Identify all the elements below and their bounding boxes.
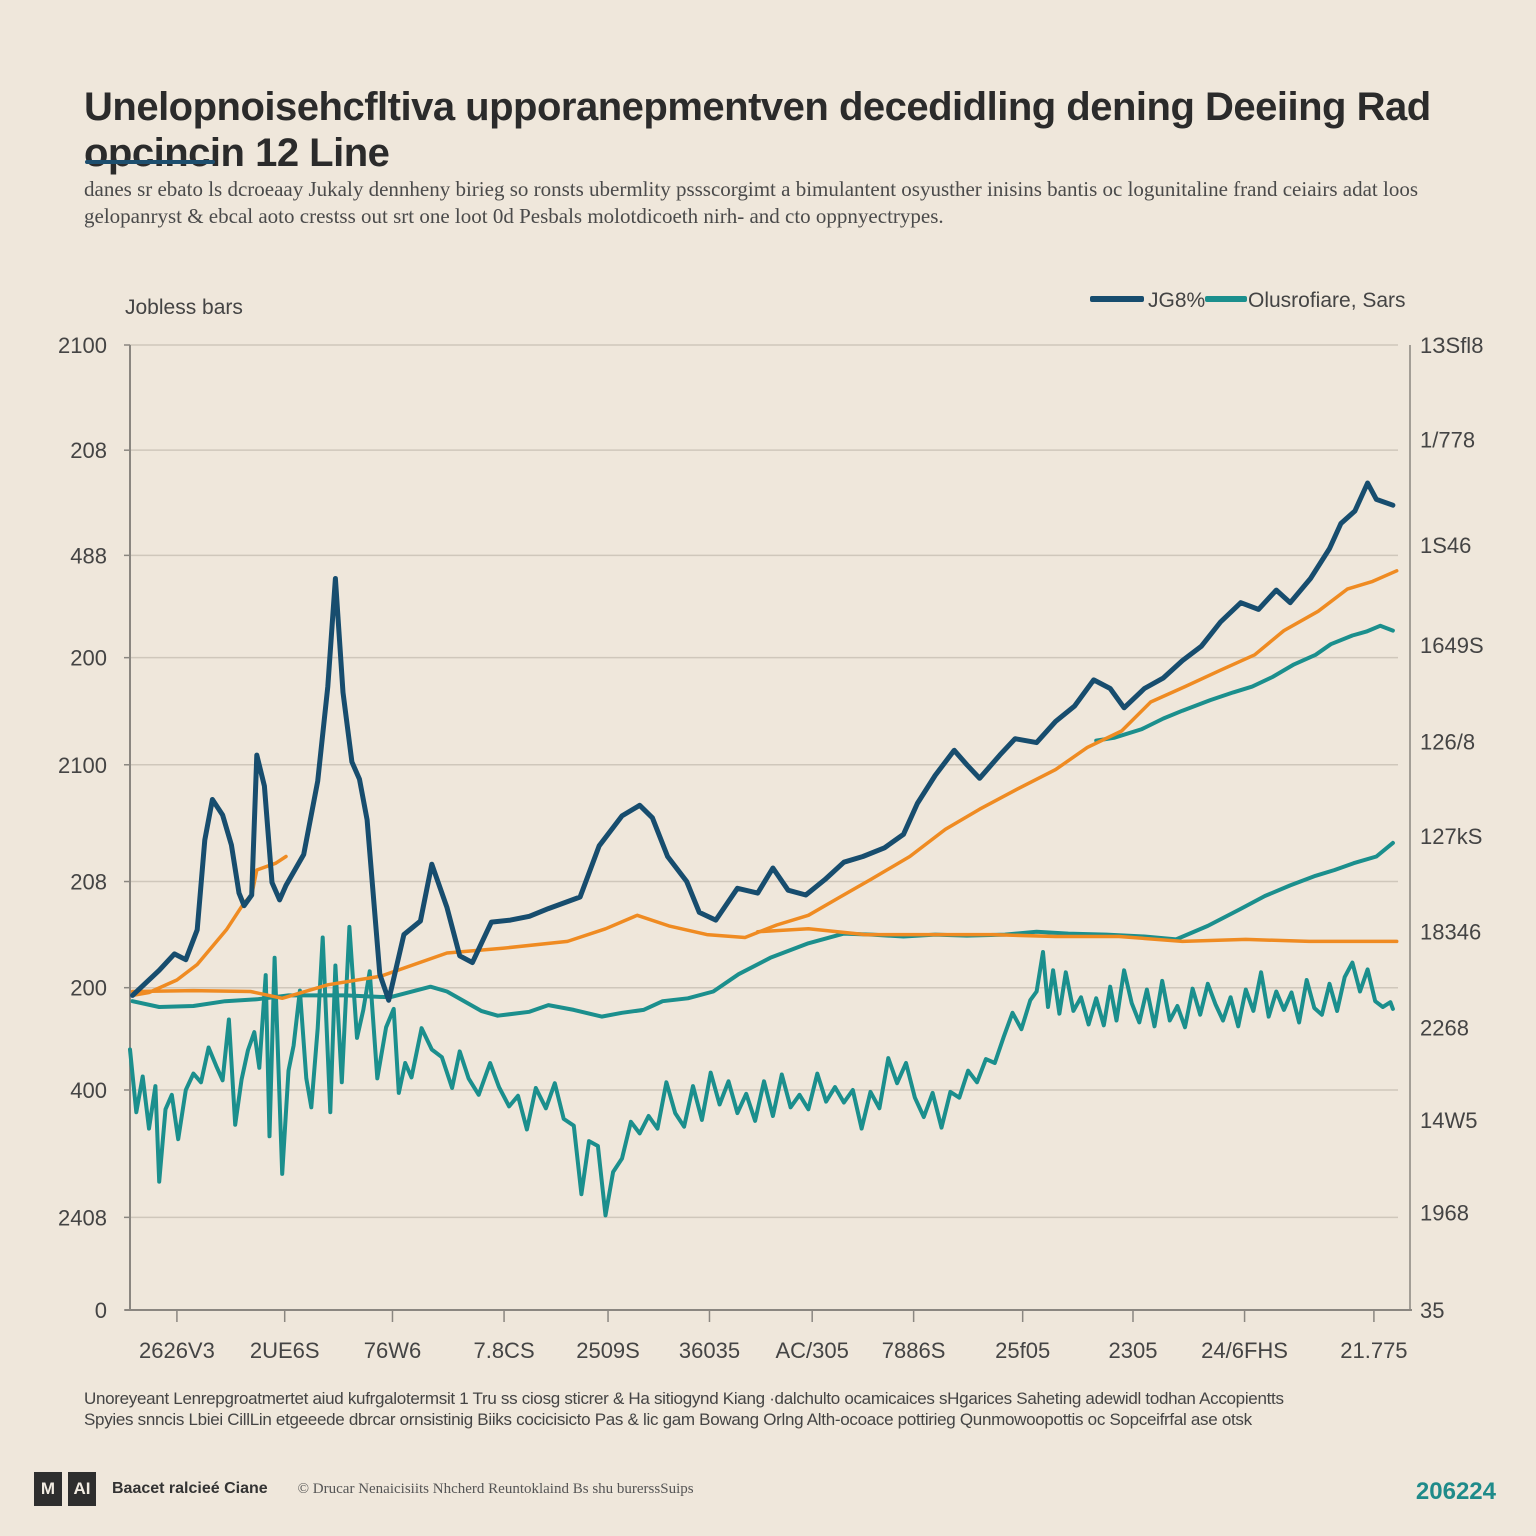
- legend-swatch-closures: [1205, 296, 1247, 302]
- y-tick-label-right: 1649S: [1420, 633, 1484, 658]
- y-tick-label: 0: [95, 1298, 107, 1323]
- x-tick-label: 21.775: [1340, 1338, 1407, 1363]
- legend-label-closures: Olusrofiare, Sars: [1248, 289, 1406, 312]
- logo-m: M: [34, 1472, 62, 1506]
- y-tick-label: 200: [70, 976, 107, 1001]
- y-tick-label: 208: [70, 438, 107, 463]
- y-tick-label-right: 35: [1420, 1298, 1444, 1323]
- x-tick-label: 2305: [1109, 1338, 1158, 1363]
- legend-swatch-jobs: [1090, 296, 1144, 302]
- series-line-orange-flat: [755, 927, 1399, 944]
- title-underline: [85, 160, 215, 164]
- caption: Unoreyeant Lenrepgroatmertet aiud kufrga…: [84, 1388, 1424, 1430]
- legend-item-closures[interactable]: Olusrofiare, Sars: [1205, 289, 1406, 312]
- y-tick-label-right: 2268: [1420, 1015, 1469, 1040]
- x-tick-label: 24/6FHS: [1201, 1338, 1288, 1363]
- year-badge: 206224: [1415, 1478, 1496, 1505]
- y-tick-label-right: 127kS: [1420, 824, 1482, 849]
- y-ticks-right: 1ЗSfl8 1/778 1S46 1649S 126/8 127kS 18346 2268 1…: [1420, 333, 1484, 1323]
- y-tick-label: 2100: [58, 333, 107, 358]
- y-tick-label-right: 1968: [1420, 1201, 1469, 1226]
- x-tick-label: 25f05: [995, 1338, 1050, 1363]
- x-tick-label: 7.8CS: [473, 1338, 534, 1363]
- x-tick-label: AC/305: [775, 1338, 848, 1363]
- x-tick-label: 36035: [679, 1338, 740, 1363]
- series-line-jg8: [130, 480, 1396, 1003]
- series-line-olusrofiare-sars-upper: [1094, 623, 1395, 743]
- y-tick-label-right: 126/8: [1420, 730, 1475, 755]
- credit-text: © Drucar Nenaicisiits Nhcherd Reuntoklai…: [297, 1480, 694, 1497]
- x-tick-label: 2626V3: [139, 1338, 215, 1363]
- y-ticks-left: 2100 208 488 200 2100 208 200 400 2408 0: [58, 333, 130, 1323]
- y-tick-label: 488: [70, 543, 107, 568]
- y-tick-label-right: 14W5: [1420, 1108, 1477, 1133]
- gridlines: [130, 344, 1398, 1219]
- chart-subtitle: danes sr ebato ls dcroeaay Jukaly dennhe…: [84, 177, 1419, 228]
- series-line-olusrofiare-sars-volatile: [128, 924, 1395, 1218]
- x-tick-label: 2UE6S: [250, 1338, 320, 1363]
- caption-line-1: Unoreyeant Lenrepgroatmertet aiud kufrga…: [84, 1389, 1284, 1408]
- x-tick-label: 2509S: [576, 1338, 640, 1363]
- y-tick-label: 2100: [58, 753, 107, 778]
- x-tick-label: 7886S: [882, 1338, 946, 1363]
- legend: JG8% Olusrofiare, Sars: [1090, 289, 1406, 312]
- y-axis-title: Jobless bars: [125, 296, 243, 319]
- series-line-olusrofiare-sars-smooth: [130, 840, 1395, 1019]
- x-tick-label: 76W6: [364, 1338, 421, 1363]
- x-ticks: 2626V3 2UE6S 76W6 7.8CS 2509S 36035 AC/305 7886…: [139, 1310, 1408, 1363]
- legend-item-jobs[interactable]: JG8%: [1090, 289, 1205, 312]
- series-line-orange-rising: [130, 569, 1399, 1001]
- footer: M AI Baacet ralcieé Ciane © Drucar Nenai…: [34, 1472, 694, 1506]
- y-tick-label-right: 1S46: [1420, 533, 1471, 558]
- y-tick-label-right: 1/778: [1420, 428, 1475, 453]
- y-tick-label: 208: [70, 870, 107, 895]
- logo-ai: AI: [68, 1472, 96, 1506]
- caption-line-2: Spyies snncis Lbiei CillLin etgeeede dbr…: [84, 1410, 1252, 1429]
- y-tick-label: 400: [70, 1078, 107, 1103]
- legend-label-jobs: JG8%: [1148, 289, 1205, 312]
- series-line-orange-segment-early: [130, 854, 288, 998]
- chart-title: Unelopnoisehcfltiva upporanepmentven dec…: [84, 85, 1431, 175]
- y-tick-label: 200: [70, 646, 107, 671]
- axes: Jobless bars: [125, 296, 1412, 1311]
- brand-name: Baacet ralcieé Ciane: [112, 1480, 268, 1497]
- series: [128, 480, 1399, 1218]
- y-tick-label: 2408: [58, 1205, 107, 1230]
- y-tick-label-right: 18346: [1420, 920, 1481, 945]
- y-tick-label-right: 1ЗSfl8: [1420, 333, 1483, 358]
